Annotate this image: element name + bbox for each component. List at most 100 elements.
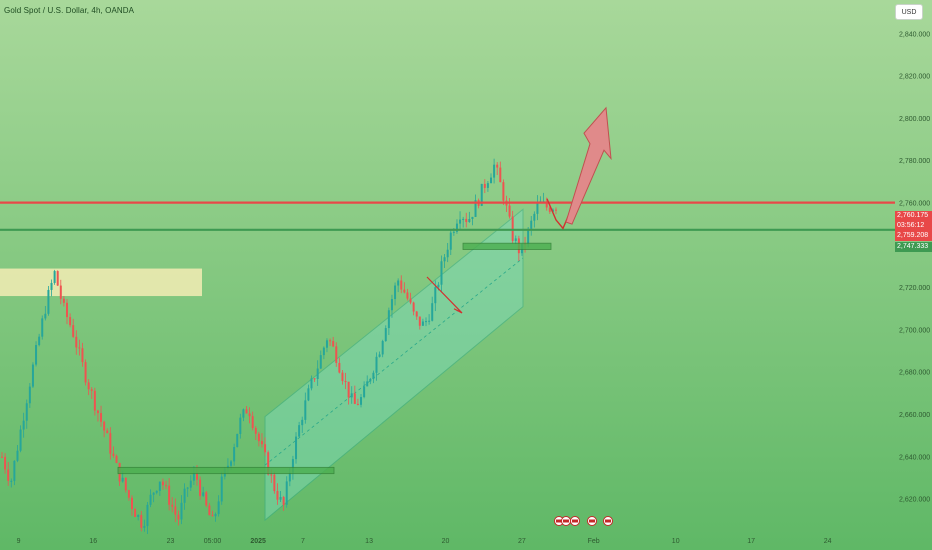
candle-body — [459, 219, 462, 224]
breakout-box — [462, 242, 552, 250]
candle-body — [279, 497, 282, 500]
candle-body — [152, 492, 155, 495]
candle-body — [38, 336, 41, 346]
candle-body — [325, 340, 328, 348]
event-flag-icon[interactable] — [570, 516, 580, 526]
resistance-price-tag: 2,760.175 — [895, 211, 932, 221]
candle-body — [202, 492, 205, 496]
candle-body — [548, 207, 551, 212]
candle-body — [322, 347, 325, 356]
candle-body — [387, 310, 390, 329]
x-tick-label: 16 — [89, 538, 97, 545]
candle-body — [353, 393, 356, 404]
x-tick-label: 9 — [17, 538, 21, 545]
event-flag-icon[interactable] — [561, 516, 571, 526]
candle-body — [270, 474, 273, 476]
candle-body — [245, 409, 248, 414]
candle-body — [298, 425, 301, 437]
candle-body — [288, 472, 291, 482]
y-tick-label: 2,800.000 — [899, 116, 930, 123]
x-tick-label: 24 — [824, 538, 832, 545]
x-tick-label: 2025 — [250, 538, 266, 545]
candle-body — [84, 362, 87, 383]
candle-body — [59, 285, 62, 299]
candle-body — [344, 381, 347, 383]
last-price-tag: 2,759.208 — [895, 231, 932, 241]
candle-body — [394, 285, 397, 300]
candle-body — [319, 355, 322, 369]
channel-midline — [264, 257, 524, 466]
candle-body — [468, 218, 471, 223]
candle-body — [233, 447, 236, 462]
candle-body — [350, 393, 353, 398]
support-price-tag: 2,747.333 — [895, 242, 932, 252]
candle-body — [199, 479, 202, 496]
x-tick-label: 13 — [365, 538, 373, 545]
x-tick-label: 10 — [672, 538, 680, 545]
candle-body — [137, 514, 140, 517]
y-tick-label: 2,760.000 — [899, 201, 930, 208]
candle-body — [536, 202, 539, 214]
forecast-arrow — [565, 106, 612, 225]
candle-body — [56, 271, 59, 286]
candle-body — [508, 205, 511, 217]
y-tick-label: 2,680.000 — [899, 370, 930, 377]
candle-body — [449, 232, 452, 250]
candle-body — [415, 311, 418, 317]
candle-body — [316, 368, 319, 379]
y-tick-label: 2,820.000 — [899, 74, 930, 81]
candle-body — [171, 504, 174, 507]
candle-body — [446, 249, 449, 258]
candle-body — [81, 348, 84, 363]
candle-body — [143, 526, 146, 528]
candle-body — [440, 261, 443, 285]
candle-body — [375, 356, 378, 373]
candle-body — [431, 303, 434, 321]
candle-body — [455, 223, 458, 232]
candle-body — [1, 456, 3, 458]
candle-body — [248, 413, 251, 417]
candle-body — [551, 209, 554, 212]
candle-body — [100, 413, 103, 422]
candle-body — [168, 485, 171, 505]
candle-body — [208, 505, 211, 516]
candle-body — [338, 362, 341, 373]
candle-body — [177, 514, 180, 520]
candle-body — [397, 280, 400, 286]
candle-body — [257, 433, 260, 442]
candle-body — [180, 502, 183, 520]
candle-body — [381, 341, 384, 355]
pullback-drawing — [426, 276, 463, 314]
candle-body — [276, 491, 279, 500]
candle-body — [4, 456, 7, 470]
candle-body — [155, 490, 158, 493]
candle-body — [465, 218, 468, 223]
currency-button[interactable]: USD — [895, 4, 923, 20]
candle-body — [260, 441, 263, 445]
candle-body — [493, 164, 496, 178]
candle-body — [62, 298, 65, 303]
candle-body — [239, 417, 242, 434]
candle-body — [363, 386, 366, 398]
candle-body — [186, 487, 189, 489]
candle-body — [555, 209, 557, 211]
candle-body — [16, 450, 19, 461]
candle-body — [471, 216, 474, 219]
candle-body — [496, 164, 499, 168]
y-tick-label: 2,640.000 — [899, 454, 930, 461]
candle-body — [425, 321, 428, 323]
candle-body — [28, 386, 31, 404]
candle-body — [384, 328, 387, 342]
event-flag-icon[interactable] — [587, 516, 597, 526]
candle-body — [13, 460, 16, 481]
candle-body — [242, 409, 245, 418]
candle-body — [230, 461, 233, 466]
y-tick-label: 2,720.000 — [899, 285, 930, 292]
candle-body — [109, 433, 112, 454]
candle-body — [149, 494, 152, 505]
candle-body — [545, 201, 548, 208]
candle-body — [400, 280, 403, 290]
event-flag-icon[interactable] — [603, 516, 613, 526]
